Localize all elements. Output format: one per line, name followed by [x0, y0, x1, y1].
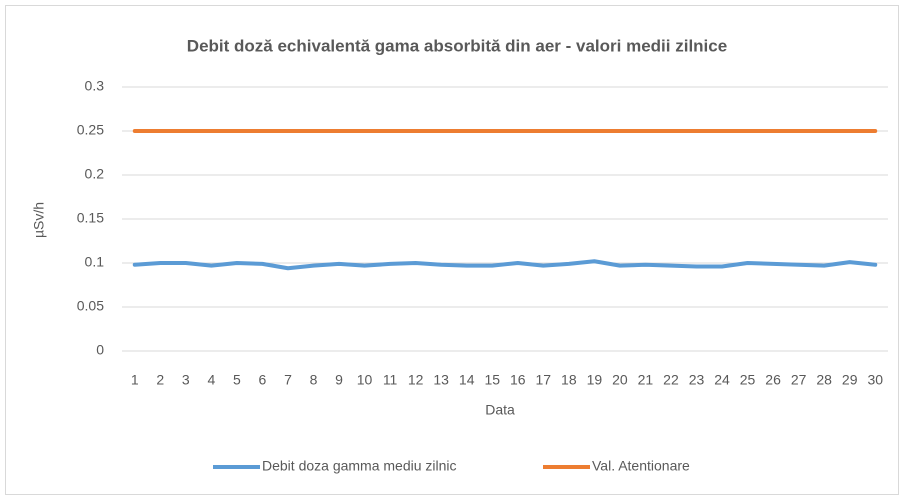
x-tick-label: 18	[561, 372, 577, 388]
chart-frame	[5, 5, 899, 495]
x-tick-label: 2	[156, 372, 164, 388]
y-tick-label: 0.25	[77, 122, 104, 138]
x-tick-label: 30	[867, 372, 883, 388]
x-tick-label: 15	[484, 372, 500, 388]
x-axis-title: Data	[485, 402, 515, 418]
x-tick-label: 28	[816, 372, 832, 388]
legend-label: Debit doza gamma mediu zilnic	[262, 458, 457, 474]
x-tick-label: 21	[638, 372, 654, 388]
x-tick-label: 7	[284, 372, 292, 388]
y-tick-label: 0.15	[77, 210, 104, 226]
x-tick-label: 9	[335, 372, 343, 388]
data-line	[132, 259, 878, 271]
x-tick-label: 16	[510, 372, 526, 388]
y-tick-label: 0.2	[85, 166, 105, 182]
y-tick-label: 0	[96, 342, 104, 358]
x-tick-label: 19	[587, 372, 603, 388]
x-tick-label: 26	[765, 372, 781, 388]
chart-title: Debit doză echivalentă gama absorbită di…	[187, 36, 727, 55]
x-tick-label: 23	[689, 372, 705, 388]
x-tick-label: 17	[536, 372, 552, 388]
x-tick-label: 3	[182, 372, 190, 388]
x-tick-label: 29	[842, 372, 858, 388]
x-tick-label: 8	[310, 372, 318, 388]
x-tick-label: 25	[740, 372, 756, 388]
x-tick-label: 6	[259, 372, 267, 388]
x-tick-label: 20	[612, 372, 628, 388]
y-axis-title: µSv/h	[31, 202, 47, 238]
x-tick-label: 10	[357, 372, 373, 388]
x-tick-label: 1	[131, 372, 139, 388]
x-tick-label: 11	[383, 372, 398, 388]
x-tick-label: 5	[233, 372, 241, 388]
y-tick-label: 0.05	[77, 298, 104, 314]
x-tick-label: 13	[433, 372, 449, 388]
x-tick-label: 24	[714, 372, 730, 388]
x-tick-label: 22	[663, 372, 679, 388]
legend-label: Val. Atentionare	[592, 458, 690, 474]
y-tick-label: 0.1	[85, 254, 105, 270]
x-tick-label: 12	[408, 372, 424, 388]
x-tick-label: 27	[791, 372, 807, 388]
y-tick-label: 0.3	[85, 78, 105, 94]
x-tick-label: 14	[459, 372, 475, 388]
x-tick-label: 4	[207, 372, 215, 388]
